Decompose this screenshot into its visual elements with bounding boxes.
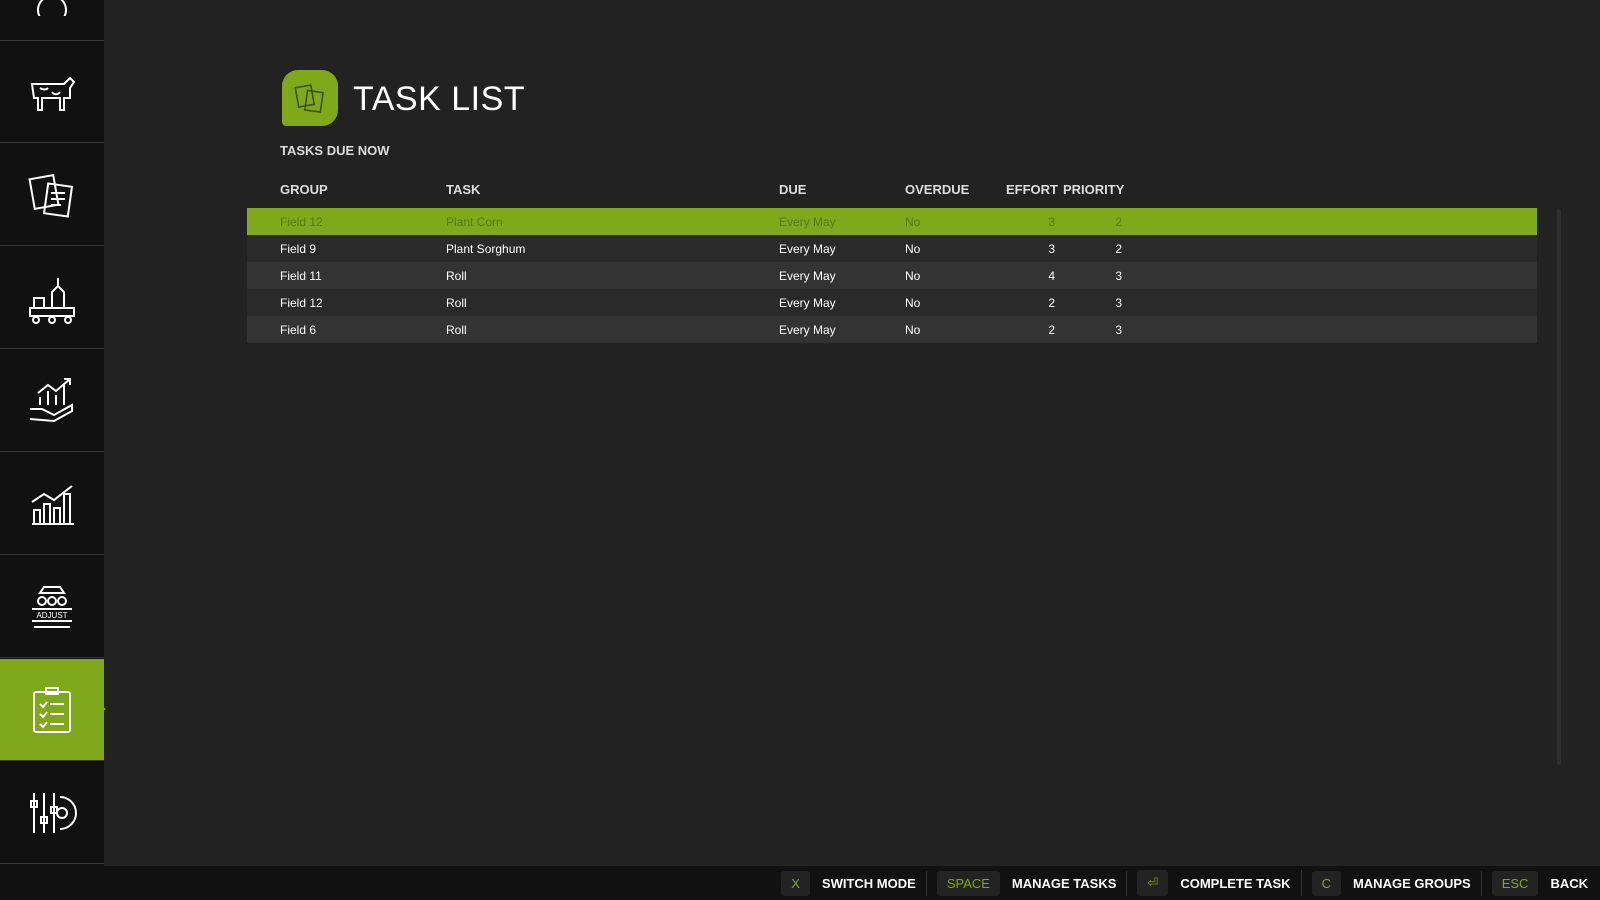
footer-action-manage-tasks[interactable]: SPACE MANAGE TASKS xyxy=(927,870,1128,896)
column-header-group[interactable]: GROUP xyxy=(280,182,328,197)
section-subtitle: TASKS DUE NOW xyxy=(280,143,390,158)
cell-due: Every May xyxy=(779,242,836,256)
sidebar-item-animals[interactable] xyxy=(0,41,104,143)
cell-task: Roll xyxy=(446,269,467,283)
cell-overdue: No xyxy=(905,296,921,310)
cell-group: Field 6 xyxy=(280,323,317,337)
sidebar: ADJUST xyxy=(0,0,106,866)
adjust-spray-levels-icon: ADJUST xyxy=(32,585,72,628)
cell-priority: 2 xyxy=(1115,215,1122,229)
cell-overdue: No xyxy=(905,215,921,229)
sidebar-item-settings[interactable] xyxy=(0,0,104,41)
cell-group: Field 9 xyxy=(280,242,317,256)
scrollbar[interactable] xyxy=(1557,209,1561,765)
cell-due: Every May xyxy=(779,215,836,229)
settings-sliders-icon xyxy=(30,792,77,833)
key-hint: X xyxy=(781,870,810,896)
cell-task: Plant Corn xyxy=(446,215,503,229)
cell-group: Field 12 xyxy=(280,215,323,229)
footer-action-bar: X SWITCH MODE SPACE MANAGE TASKS ⏎ COMPLETE T… xyxy=(0,866,1600,900)
cell-due: Every May xyxy=(779,296,836,310)
column-header-effort[interactable]: EFFORT xyxy=(1006,182,1058,197)
key-hint: ⏎ xyxy=(1137,870,1169,896)
key-hint: ESC xyxy=(1491,870,1539,896)
cell-priority: 3 xyxy=(1115,323,1122,337)
circle-icon xyxy=(37,0,67,16)
cell-effort: 2 xyxy=(1048,296,1055,310)
table-row[interactable]: Field 9 Plant Sorghum Every May No 3 2 xyxy=(247,235,1537,262)
cell-effort: 4 xyxy=(1048,269,1055,283)
cell-task: Roll xyxy=(446,296,467,310)
cell-overdue: No xyxy=(905,269,921,283)
cell-due: Every May xyxy=(779,269,836,283)
cell-effort: 2 xyxy=(1048,323,1055,337)
table-row[interactable]: Field 11 Roll Every May No 4 3 xyxy=(247,262,1537,289)
action-label: BACK xyxy=(1550,875,1588,891)
documents-icon xyxy=(28,173,74,218)
footer-action-switch-mode[interactable]: X SWITCH MODE xyxy=(771,870,927,896)
table-row[interactable]: Field 12 Roll Every May No 2 3 xyxy=(247,289,1537,316)
action-label: MANAGE TASKS xyxy=(1011,875,1117,891)
column-header-overdue[interactable]: OVERDUE xyxy=(905,182,970,197)
task-table: Field 12 Plant Corn Every May No 3 2 Field 9 Pl… xyxy=(247,208,1537,343)
footer-action-manage-groups[interactable]: C MANAGE GROUPS xyxy=(1302,870,1482,896)
cell-effort: 3 xyxy=(1048,242,1055,256)
cell-task: Roll xyxy=(446,323,467,337)
page-title: TASK LIST xyxy=(353,80,526,118)
cell-priority: 3 xyxy=(1115,269,1122,283)
sidebar-item-statistics[interactable] xyxy=(0,453,104,555)
statistics-chart-icon xyxy=(31,484,74,525)
finance-growth-icon xyxy=(29,377,73,422)
sidebar-item-contracts[interactable] xyxy=(0,144,104,246)
column-header-due[interactable]: DUE xyxy=(779,182,807,197)
sidebar-item-settings-general[interactable] xyxy=(0,762,104,864)
sidebar-item-adjust-spray-levels[interactable]: ADJUST xyxy=(0,556,104,658)
footer-action-complete-task[interactable]: ⏎ COMPLETE TASK xyxy=(1127,870,1302,896)
cell-overdue: No xyxy=(905,242,921,256)
action-label: COMPLETE TASK xyxy=(1180,875,1291,891)
cell-due: Every May xyxy=(779,323,836,337)
column-header-priority[interactable]: PRIORITY xyxy=(1063,182,1125,197)
cell-effort: 3 xyxy=(1048,215,1055,229)
cell-group: Field 12 xyxy=(280,296,323,310)
column-header-task[interactable]: TASK xyxy=(446,182,481,197)
footer-action-back[interactable]: ESC BACK xyxy=(1482,870,1588,896)
task-list-icon xyxy=(33,686,71,733)
cell-priority: 3 xyxy=(1115,296,1122,310)
production-icon xyxy=(29,277,75,324)
sidebar-item-production[interactable] xyxy=(0,247,104,349)
task-list-title-icon xyxy=(282,70,338,126)
cell-overdue: No xyxy=(905,323,921,337)
cell-task: Plant Sorghum xyxy=(446,242,526,256)
cell-group: Field 11 xyxy=(280,269,322,283)
action-label: MANAGE GROUPS xyxy=(1352,875,1471,891)
key-hint: SPACE xyxy=(936,870,1000,896)
table-row[interactable]: Field 6 Roll Every May No 2 3 xyxy=(247,316,1537,343)
cell-priority: 2 xyxy=(1115,242,1122,256)
sidebar-item-finances[interactable] xyxy=(0,350,104,452)
svg-text:ADJUST: ADJUST xyxy=(36,611,67,620)
cow-icon xyxy=(30,76,76,111)
key-hint: C xyxy=(1311,870,1341,896)
action-label: SWITCH MODE xyxy=(821,875,916,891)
table-row[interactable]: Field 12 Plant Corn Every May No 3 2 xyxy=(247,208,1537,235)
sidebar-item-task-list[interactable] xyxy=(0,659,106,761)
